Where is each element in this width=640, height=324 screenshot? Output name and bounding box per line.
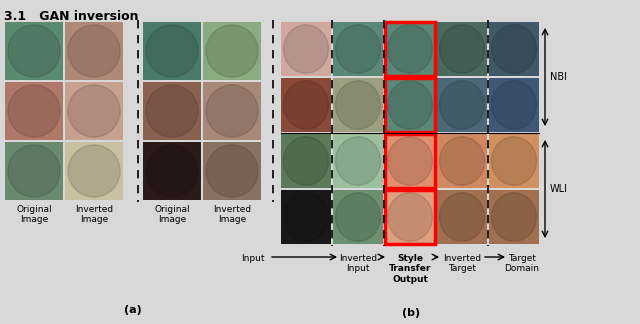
- Bar: [333, 78, 383, 132]
- Ellipse shape: [492, 81, 536, 129]
- Bar: [65, 82, 123, 140]
- Text: Input: Input: [241, 254, 265, 263]
- Bar: [437, 22, 487, 76]
- Text: Target
Domain: Target Domain: [504, 254, 540, 273]
- Bar: [437, 78, 487, 132]
- Text: Inverted
Target: Inverted Target: [443, 254, 481, 273]
- Bar: [143, 22, 201, 80]
- Text: Style
Transfer
Output: Style Transfer Output: [389, 254, 431, 284]
- Bar: [385, 134, 435, 188]
- Bar: [385, 22, 435, 76]
- Ellipse shape: [284, 25, 328, 73]
- Bar: [385, 22, 435, 76]
- Text: NBI: NBI: [550, 72, 567, 82]
- Text: Inverted
Image: Inverted Image: [75, 205, 113, 225]
- Bar: [385, 78, 435, 132]
- Bar: [5, 22, 63, 80]
- Bar: [203, 142, 261, 200]
- Bar: [281, 22, 331, 76]
- Bar: [385, 134, 435, 188]
- Ellipse shape: [440, 193, 484, 241]
- Bar: [143, 82, 201, 140]
- Ellipse shape: [8, 145, 60, 197]
- Ellipse shape: [284, 81, 328, 129]
- Ellipse shape: [284, 137, 328, 185]
- Ellipse shape: [146, 145, 198, 197]
- Bar: [143, 142, 201, 200]
- Bar: [203, 82, 261, 140]
- Ellipse shape: [387, 137, 433, 185]
- Ellipse shape: [146, 25, 198, 77]
- Bar: [65, 142, 123, 200]
- Ellipse shape: [492, 137, 536, 185]
- Ellipse shape: [8, 25, 60, 77]
- Ellipse shape: [206, 25, 258, 77]
- Ellipse shape: [335, 137, 381, 185]
- Ellipse shape: [206, 145, 258, 197]
- Ellipse shape: [387, 193, 433, 241]
- Ellipse shape: [206, 85, 258, 137]
- Bar: [5, 82, 63, 140]
- Bar: [489, 134, 539, 188]
- Ellipse shape: [8, 85, 60, 137]
- Ellipse shape: [146, 85, 198, 137]
- Ellipse shape: [440, 25, 484, 73]
- Text: Inverted
Image: Inverted Image: [213, 205, 251, 225]
- Bar: [281, 134, 331, 188]
- Ellipse shape: [387, 25, 433, 73]
- Text: Original
Image: Original Image: [16, 205, 52, 225]
- Bar: [333, 22, 383, 76]
- Bar: [489, 78, 539, 132]
- Text: Inverted
Input: Inverted Input: [339, 254, 377, 273]
- Ellipse shape: [335, 25, 381, 73]
- Bar: [281, 78, 331, 132]
- Bar: [5, 142, 63, 200]
- Ellipse shape: [440, 81, 484, 129]
- Bar: [385, 190, 435, 244]
- Bar: [65, 22, 123, 80]
- Text: WLI: WLI: [550, 184, 568, 194]
- Ellipse shape: [68, 145, 120, 197]
- Ellipse shape: [68, 85, 120, 137]
- Ellipse shape: [387, 81, 433, 129]
- Text: (b): (b): [402, 308, 420, 318]
- Bar: [203, 22, 261, 80]
- Ellipse shape: [335, 193, 381, 241]
- Bar: [489, 22, 539, 76]
- Ellipse shape: [492, 193, 536, 241]
- Bar: [281, 190, 331, 244]
- Bar: [489, 190, 539, 244]
- Ellipse shape: [335, 81, 381, 129]
- Bar: [333, 134, 383, 188]
- Ellipse shape: [440, 137, 484, 185]
- Ellipse shape: [68, 25, 120, 77]
- Ellipse shape: [492, 25, 536, 73]
- Bar: [333, 190, 383, 244]
- Text: (a): (a): [124, 305, 142, 315]
- Ellipse shape: [284, 193, 328, 241]
- Bar: [437, 190, 487, 244]
- Bar: [385, 190, 435, 244]
- Bar: [437, 134, 487, 188]
- Text: 3.1   GAN inversion: 3.1 GAN inversion: [4, 10, 138, 23]
- Bar: [385, 78, 435, 132]
- Text: Original
Image: Original Image: [154, 205, 190, 225]
